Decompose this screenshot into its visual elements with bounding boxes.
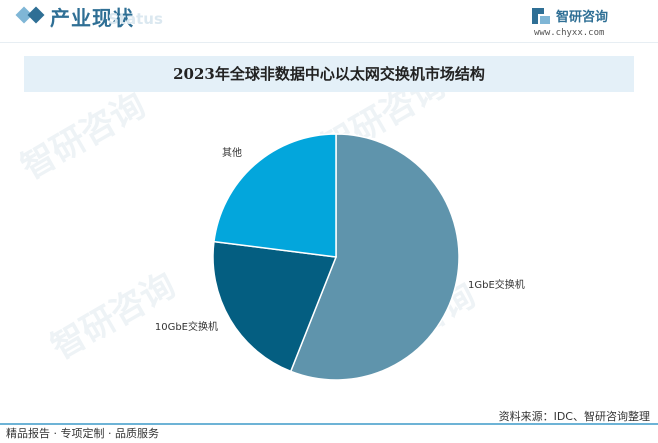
section-title: 产业现状 <box>50 6 134 30</box>
pie-slice <box>213 133 337 258</box>
header-divider <box>0 42 658 43</box>
slice-label: 其他 <box>222 146 242 159</box>
brand-logo-icon <box>532 8 550 24</box>
pie-slice <box>289 133 460 381</box>
slice-label: 10GbE交换机 <box>155 320 218 333</box>
slice-label: 1GbE交换机 <box>468 278 525 291</box>
brand-url: www.chyxx.com <box>534 28 605 38</box>
source-note: 资料来源：IDC、智研咨询整理 <box>498 410 650 423</box>
footer-slogan: 精品报告 · 专项定制 · 品质服务 <box>6 427 159 440</box>
brand-name: 智研咨询 <box>556 10 609 25</box>
page-header: 产业现状 Status 智研咨询 www.chyxx.com <box>0 0 658 44</box>
chart-title: 2023年全球非数据中心以太网交换机市场结构 <box>173 65 485 83</box>
brand: 智研咨询 www.chyxx.com <box>530 6 640 40</box>
pie-slice <box>212 240 338 373</box>
footer-divider <box>0 423 658 425</box>
section-ghost-text: Status <box>108 10 163 28</box>
chart-title-bar: 2023年全球非数据中心以太网交换机市场结构 <box>24 56 634 92</box>
